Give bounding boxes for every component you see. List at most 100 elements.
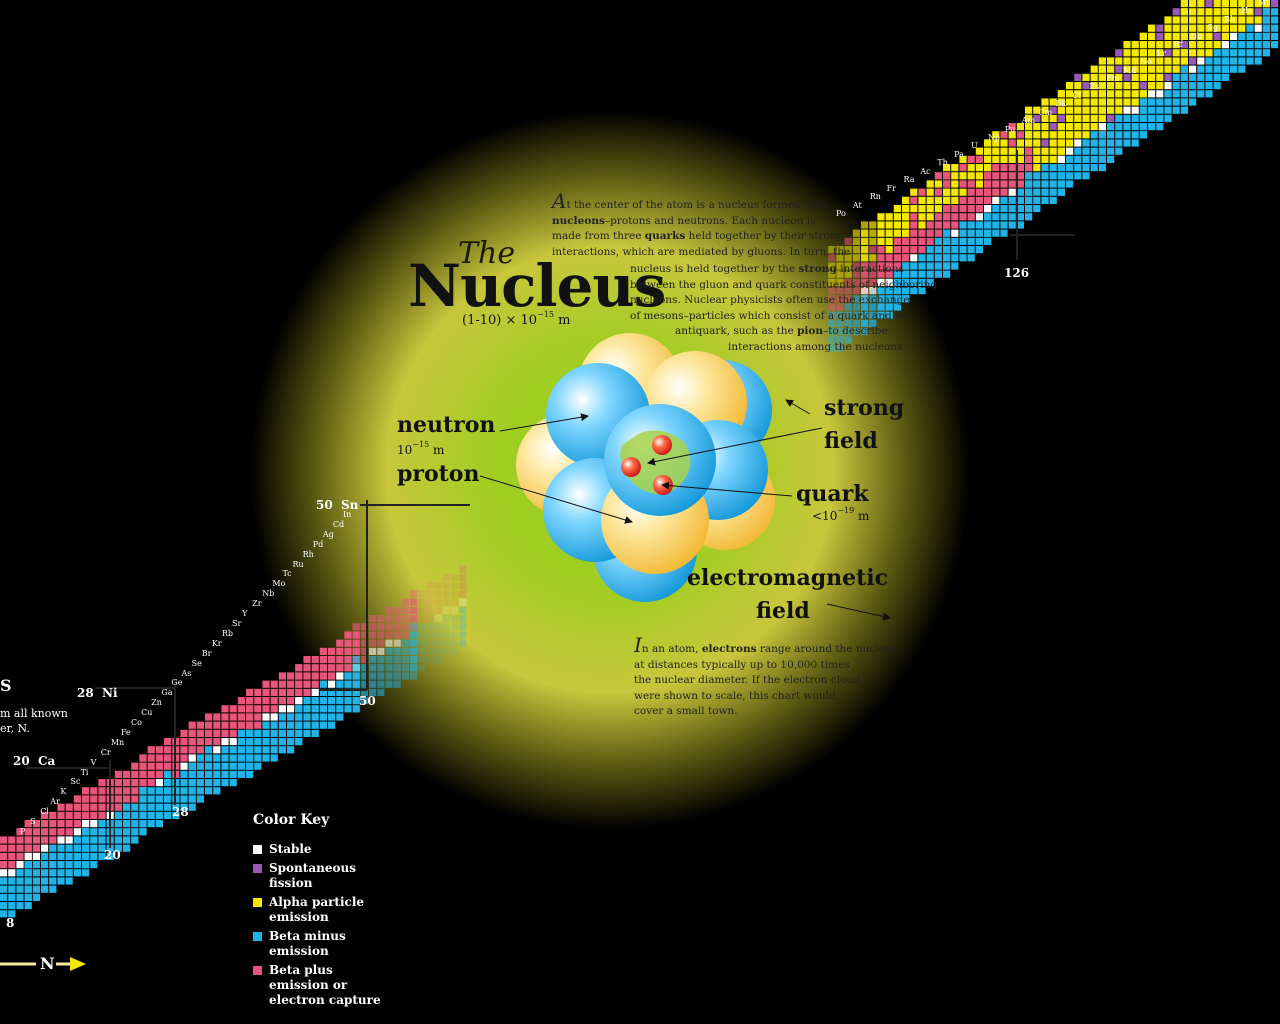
isotope-cell — [262, 721, 270, 729]
element-label: Fe — [120, 727, 131, 737]
isotope-cell — [82, 861, 90, 869]
isotope-cell — [213, 770, 221, 778]
isotope-cell — [1049, 131, 1057, 139]
isotope-cell — [336, 680, 344, 688]
isotope-cell — [910, 205, 918, 213]
isotope-cell — [278, 697, 286, 705]
isotope-cell — [1000, 147, 1008, 155]
isotope-cell — [393, 664, 401, 672]
isotope-cell — [131, 811, 139, 819]
isotope-cell — [319, 721, 327, 729]
isotope-cell — [1148, 114, 1156, 122]
isotope-cell — [459, 615, 467, 623]
isotope-cell — [943, 196, 951, 204]
isotope-cell — [1156, 41, 1164, 49]
isotope-cell — [221, 746, 229, 754]
isotope-cell — [1172, 98, 1180, 106]
isotope-cell — [254, 762, 262, 770]
isotope-cell — [1238, 32, 1246, 40]
isotope-cell — [1057, 188, 1065, 196]
isotope-cell — [852, 328, 860, 336]
isotope-cell — [205, 770, 213, 778]
isotope-cell — [410, 664, 418, 672]
isotope-cell — [1131, 131, 1139, 139]
isotope-cell — [393, 680, 401, 688]
isotope-cell — [1139, 32, 1147, 40]
isotope-cell — [926, 221, 934, 229]
isotope-cell — [910, 278, 918, 286]
isotope-cell — [1041, 155, 1049, 163]
element-label: Cm — [1038, 107, 1053, 117]
isotope-cell — [434, 631, 442, 639]
isotope-cell — [459, 582, 467, 590]
isotope-cell — [918, 229, 926, 237]
isotope-cell — [393, 631, 401, 639]
isotope-cell — [65, 869, 73, 877]
isotope-cell — [967, 196, 975, 204]
isotope-cell — [229, 779, 237, 787]
isotope-cell — [205, 721, 213, 729]
isotope-cell — [992, 164, 1000, 172]
isotope-cell — [24, 893, 32, 901]
isotope-cell — [975, 237, 983, 245]
isotope-cell — [1197, 32, 1205, 40]
isotope-cell — [401, 647, 409, 655]
isotope-cell — [459, 606, 467, 614]
isotope-cell — [1131, 90, 1139, 98]
color-key-item: Beta plus emission or electron capture — [253, 963, 389, 1008]
isotope-cell — [32, 820, 40, 828]
isotope-cell — [328, 647, 336, 655]
element-label: Th — [937, 158, 948, 168]
isotope-cell — [410, 590, 418, 598]
isotope-cell — [344, 631, 352, 639]
isotope-cell — [385, 623, 393, 631]
isotope-cell — [1164, 32, 1172, 40]
element-label: Kr — [211, 638, 222, 648]
isotope-cell — [393, 606, 401, 614]
isotope-cell — [869, 237, 877, 245]
isotope-cell — [205, 729, 213, 737]
isotope-cell — [278, 680, 286, 688]
isotope-cell — [1139, 90, 1147, 98]
isotope-cell — [360, 697, 368, 705]
isotope-cell — [1271, 8, 1279, 16]
isotope-cell — [918, 213, 926, 221]
isotope-cell — [1262, 24, 1270, 32]
isotope-cell — [369, 639, 377, 647]
isotope-cell — [1221, 41, 1229, 49]
element-label: As — [181, 668, 192, 678]
isotope-cell — [434, 623, 442, 631]
isotope-cell — [828, 336, 836, 344]
isotope-cell — [196, 729, 204, 737]
isotope-cell — [229, 762, 237, 770]
isotope-cell — [1221, 8, 1229, 16]
isotope-cell — [196, 770, 204, 778]
isotope-cell — [131, 803, 139, 811]
element-label: Sg — [1207, 23, 1218, 33]
element-label: Po — [836, 209, 846, 218]
isotope-cell — [1074, 131, 1082, 139]
isotope-cell — [828, 278, 836, 286]
isotope-cell — [442, 606, 450, 614]
magic-n-126: 126 — [1004, 266, 1030, 280]
isotope-cell — [303, 664, 311, 672]
isotope-cell — [73, 803, 81, 811]
isotope-cell — [1139, 106, 1147, 114]
isotope-cell — [196, 746, 204, 754]
isotope-cell — [328, 664, 336, 672]
isotope-cell — [934, 229, 942, 237]
isotope-cell — [1238, 0, 1246, 8]
isotope-cell — [98, 836, 106, 844]
isotope-cell — [984, 205, 992, 213]
isotope-cell — [1197, 24, 1205, 32]
isotope-cell — [852, 254, 860, 262]
isotope-cell — [442, 574, 450, 582]
isotope-cell — [295, 697, 303, 705]
isotope-cell — [1221, 73, 1229, 81]
left-cut-letter: S — [0, 676, 12, 695]
isotope-cell — [287, 697, 295, 705]
isotope-cell — [385, 639, 393, 647]
isotope-cell — [1025, 164, 1033, 172]
isotope-cell — [1049, 106, 1057, 114]
